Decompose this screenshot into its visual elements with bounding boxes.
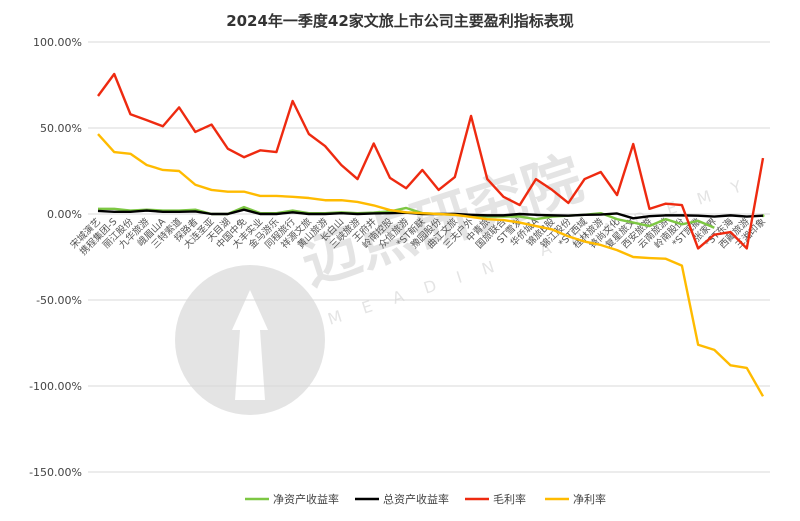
chart-title: 2024年一季度42家文旅上市公司主要盈利指标表现 <box>226 12 574 30</box>
watermark: 迈点研究院 MEADIN ACADEMY <box>175 144 765 415</box>
watermark-tower-icon <box>232 290 268 400</box>
legend-label: 净利率 <box>573 492 606 506</box>
y-tick-label: -150.00% <box>29 466 82 479</box>
legend-label: 净资产收益率 <box>273 492 339 506</box>
series-line-2 <box>97 72 765 250</box>
y-tick-label: -100.00% <box>29 380 82 393</box>
legend-label: 毛利率 <box>493 492 526 506</box>
y-tick-label: -50.00% <box>36 294 82 307</box>
y-tick-label: 50.00% <box>40 122 82 135</box>
legend-label: 总资产收益率 <box>383 492 449 506</box>
series-line-3 <box>97 133 765 397</box>
y-tick-label: 100.00% <box>33 36 82 49</box>
y-tick-label: 0.00% <box>47 208 82 221</box>
watermark-logo <box>175 265 325 415</box>
